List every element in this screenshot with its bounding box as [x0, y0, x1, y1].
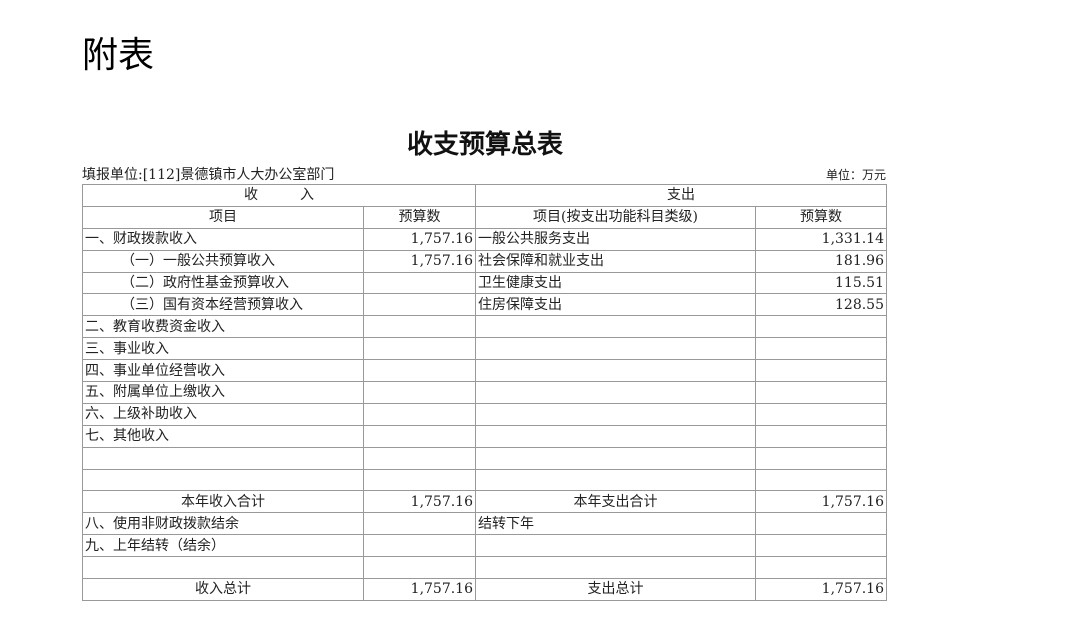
amount-cell — [755, 381, 887, 404]
amount-cell: 1,757.16 — [755, 490, 887, 514]
table-row: 九、上年结转（结余） — [82, 534, 887, 558]
item-cell: 二、教育收费资金收入 — [82, 315, 364, 339]
item-cell — [475, 446, 756, 470]
item-cell: 社会保障和就业支出 — [475, 249, 756, 273]
amount-cell — [363, 359, 476, 383]
table-row: 三、事业收入 — [82, 337, 887, 361]
table-row: 七、其他收入 — [82, 424, 887, 448]
item-cell — [82, 468, 364, 492]
item-cell: 一、财政拨款收入 — [82, 227, 364, 251]
amount-cell: 1,757.16 — [363, 578, 476, 601]
reporting-unit: 填报单位:[112]景德镇市人大办公室部门 — [82, 167, 335, 183]
table-row: 一、财政拨款收入 1,757.16 一般公共服务支出 1,331.14 — [82, 227, 887, 251]
table-row — [82, 468, 887, 492]
amount-cell — [363, 534, 476, 558]
item-cell: 六、上级补助收入 — [82, 402, 364, 426]
amount-cell — [363, 271, 476, 295]
amount-cell — [755, 359, 887, 383]
amount-cell — [755, 468, 887, 492]
table-title: 收支预算总表 — [406, 130, 563, 160]
table-row: 本年收入合计 1,757.16 本年支出合计 1,757.16 — [82, 490, 887, 514]
item-cell: 五、附属单位上缴收入 — [82, 381, 364, 404]
item-cell: （一）一般公共预算收入 — [82, 249, 364, 273]
table-row: 二、教育收费资金收入 — [82, 315, 887, 339]
amount-cell — [363, 315, 476, 339]
amount-cell — [363, 381, 476, 404]
item-cell — [475, 468, 756, 492]
amount-cell — [755, 315, 887, 339]
amount-cell: 1,757.16 — [363, 249, 476, 273]
table-row: （三）国有资本经营预算收入 住房保障支出 128.55 — [82, 293, 887, 317]
amount-cell — [363, 512, 476, 536]
table-row: 收入总计 1,757.16 支出总计 1,757.16 — [82, 578, 887, 601]
amount-cell — [363, 402, 476, 426]
amount-cell: 1,757.16 — [363, 490, 476, 514]
table-row: （二）政府性基金预算收入 卫生健康支出 115.51 — [82, 271, 887, 295]
item-cell: 一般公共服务支出 — [475, 227, 756, 251]
currency-unit: 单位：万元 — [825, 168, 886, 182]
table-row: 八、使用非财政拨款结余 结转下年 — [82, 512, 887, 536]
amount-cell: 1,331.14 — [755, 227, 887, 251]
item-cell — [475, 315, 756, 339]
item-cell: （三）国有资本经营预算收入 — [82, 293, 364, 317]
table-row: 五、附属单位上缴收入 — [82, 381, 887, 404]
item-cell: 三、事业收入 — [82, 337, 364, 361]
item-cell — [475, 337, 756, 361]
amount-cell — [363, 293, 476, 317]
item-cell — [475, 424, 756, 448]
table-row: （一）一般公共预算收入 1,757.16 社会保障和就业支出 181.96 — [82, 249, 887, 273]
item-cell: 九、上年结转（结余） — [82, 534, 364, 558]
item-cell: 支出总计 — [475, 578, 756, 601]
table-row: 四、事业单位经营收入 — [82, 359, 887, 383]
amount-cell — [755, 446, 887, 470]
amount-cell — [755, 512, 887, 536]
item-cell: 八、使用非财政拨款结余 — [82, 512, 364, 536]
amount-cell — [363, 337, 476, 361]
expense-header: 支出 — [475, 184, 887, 207]
item-cell — [475, 402, 756, 426]
amount-cell: 1,757.16 — [755, 578, 887, 601]
budget-table: 收 入支出 项目 预算数 项目(按支出功能科目类级) 预算数 一、财政拨款收入 1,75… — [82, 184, 887, 601]
col-header: 项目(按支出功能科目类级) — [475, 205, 756, 229]
income-header: 收 入 — [82, 184, 476, 207]
item-cell: （二）政府性基金预算收入 — [82, 271, 364, 295]
table-row — [82, 556, 887, 580]
item-cell — [475, 556, 756, 580]
item-cell — [82, 446, 364, 470]
page-heading: 附表 — [82, 35, 155, 76]
amount-cell — [363, 468, 476, 492]
item-cell: 住房保障支出 — [475, 293, 756, 317]
amount-cell — [755, 556, 887, 580]
item-cell — [475, 534, 756, 558]
item-cell: 四、事业单位经营收入 — [82, 359, 364, 383]
table-row — [82, 446, 887, 470]
amount-cell: 128.55 — [755, 293, 887, 317]
col-header: 预算数 — [363, 205, 476, 229]
item-cell: 结转下年 — [475, 512, 756, 536]
table-row: 六、上级补助收入 — [82, 402, 887, 426]
amount-cell — [363, 424, 476, 448]
item-cell: 七、其他收入 — [82, 424, 364, 448]
item-cell: 收入总计 — [82, 578, 364, 601]
item-cell: 本年支出合计 — [475, 490, 756, 514]
amount-cell — [755, 402, 887, 426]
item-cell: 本年收入合计 — [82, 490, 364, 514]
item-cell — [82, 556, 364, 580]
col-header: 项目 — [82, 205, 364, 229]
item-cell: 卫生健康支出 — [475, 271, 756, 295]
col-header: 预算数 — [755, 205, 887, 229]
amount-cell — [755, 337, 887, 361]
item-cell — [475, 359, 756, 383]
amount-cell: 181.96 — [755, 249, 887, 273]
amount-cell — [755, 424, 887, 448]
amount-cell: 1,757.16 — [363, 227, 476, 251]
amount-cell: 115.51 — [755, 271, 887, 295]
item-cell — [475, 381, 756, 404]
amount-cell — [755, 534, 887, 558]
amount-cell — [363, 556, 476, 580]
amount-cell — [363, 446, 476, 470]
